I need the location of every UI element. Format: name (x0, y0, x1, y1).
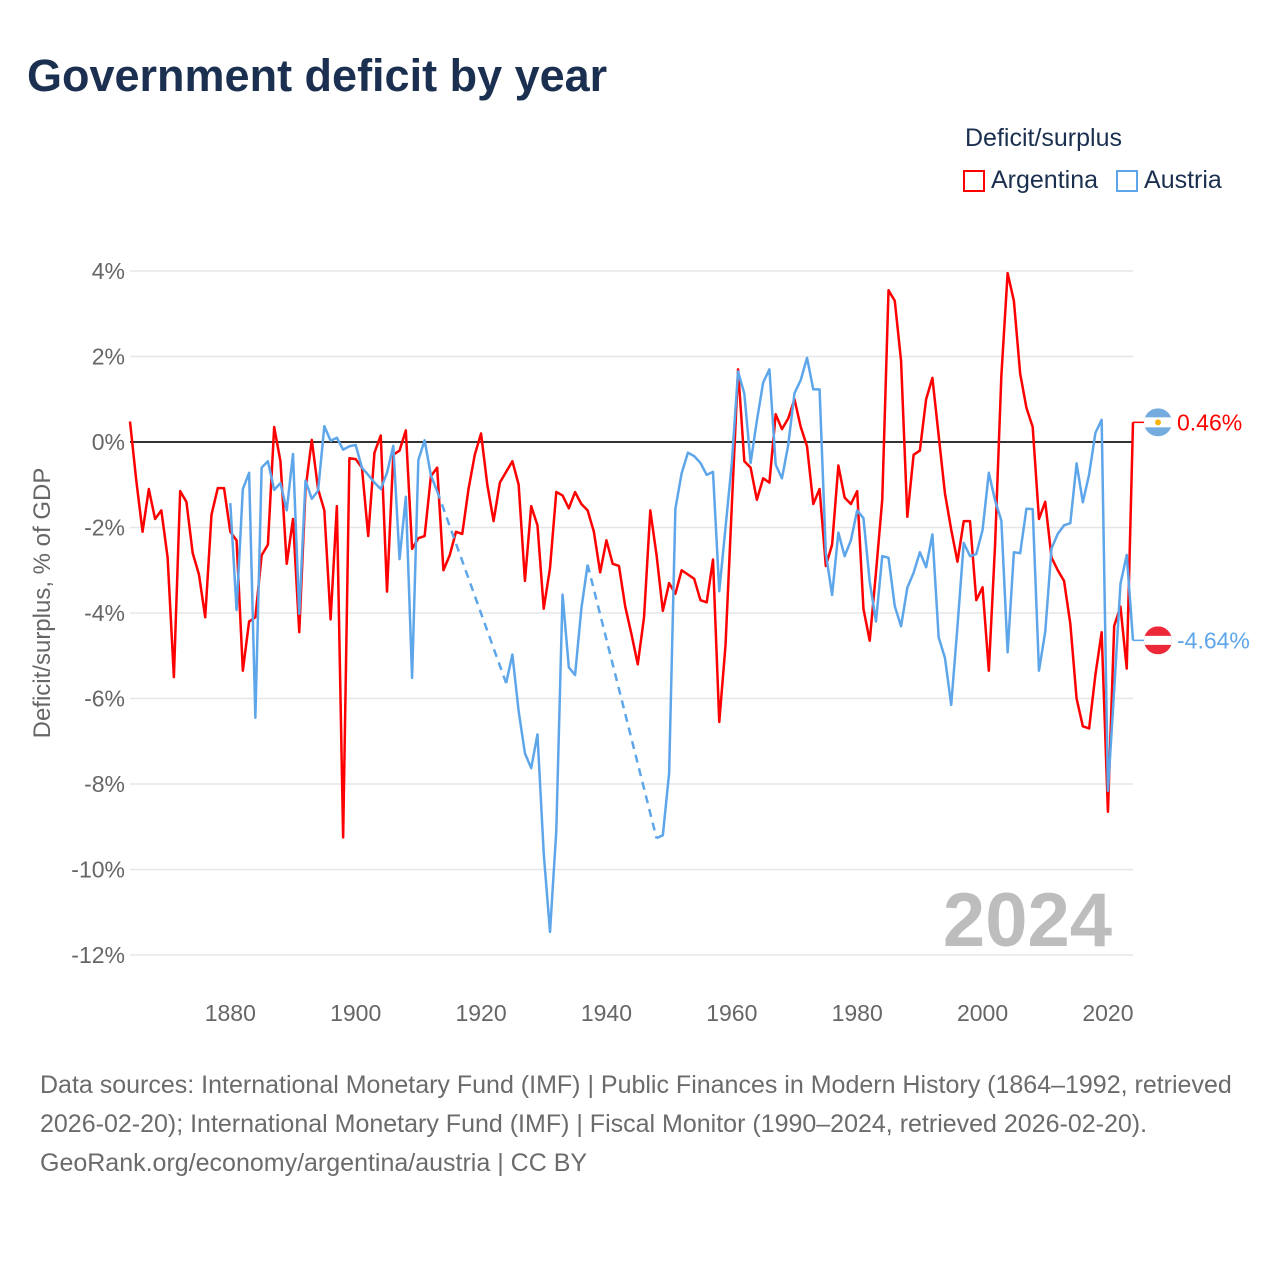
series-line-austria (229, 356, 1135, 934)
y-axis-title: Deficit/surplus, % of GDP (29, 468, 56, 739)
legend-item-argentina[interactable]: Argentina (963, 166, 1098, 195)
y-tick-label: -6% (84, 686, 125, 712)
x-tick-label: 1880 (205, 1000, 256, 1026)
y-tick-label: 2% (92, 344, 125, 370)
y-tick-label: -2% (84, 515, 125, 541)
argentina-flag (1144, 408, 1172, 437)
y-tick-label: -10% (71, 857, 125, 883)
legend-item-austria[interactable]: Austria (1116, 166, 1222, 195)
y-tick-label: -12% (71, 942, 125, 968)
y-tick-label: -4% (84, 600, 125, 626)
x-tick-label: 1940 (581, 1000, 632, 1026)
flag-stripes (1144, 408, 1172, 437)
y-tick-label: -8% (84, 771, 125, 797)
legend-title: Deficit/surplus (965, 124, 1122, 152)
legend-label-austria: Austria (1144, 166, 1222, 194)
source-link[interactable]: GeoRank.org/economy/argentina/austria | … (40, 1149, 588, 1177)
legend-swatch-argentina (963, 169, 985, 192)
flag-stripes (1144, 626, 1172, 655)
series-lines (128, 271, 1135, 934)
x-tick-label: 2020 (1082, 1000, 1133, 1026)
y-tick-label: 4% (92, 258, 125, 284)
flag-sun (1155, 419, 1161, 426)
y-tick-labels: 4% 2% 0% -2% -4% -6% -8% -10% -12% (71, 258, 125, 968)
chart-title: Government deficit by year (27, 50, 608, 101)
series-line-argentina (128, 271, 1135, 839)
end-labels: 0.46% -4.64% (1133, 408, 1250, 655)
x-tick-labels: 1880 1900 1920 1940 1960 1980 2000 2020 (205, 1000, 1134, 1026)
austria-flag (1144, 626, 1172, 655)
data-sources: Data sources: International Monetary Fun… (40, 1071, 1232, 1138)
x-tick-label: 1920 (455, 1000, 506, 1026)
x-tick-label: 2000 (957, 1000, 1008, 1026)
end-value-label-argentina: 0.46% (1177, 409, 1242, 435)
footer: Data sources: International Monetary Fun… (40, 1066, 1240, 1183)
series-gap-line-austria (435, 490, 658, 839)
legend-label-argentina: Argentina (991, 166, 1099, 194)
year-watermark: 2024 (943, 878, 1112, 963)
legend: Argentina Austria (963, 166, 1240, 195)
flag-stripe-white (1144, 635, 1172, 645)
x-tick-label: 1960 (706, 1000, 757, 1026)
x-tick-label: 1900 (330, 1000, 381, 1026)
y-tick-label: 0% (92, 429, 125, 455)
legend-swatch-austria (1116, 169, 1139, 192)
x-tick-label: 1980 (832, 1000, 883, 1026)
line-chart: 4%2%0%-2%-4%-6%-8%-10%-12% 1880 1900 1920 1… (29, 258, 1250, 1026)
gridlines (130, 270, 1133, 956)
end-value-label-austria: -4.64% (1177, 627, 1250, 653)
